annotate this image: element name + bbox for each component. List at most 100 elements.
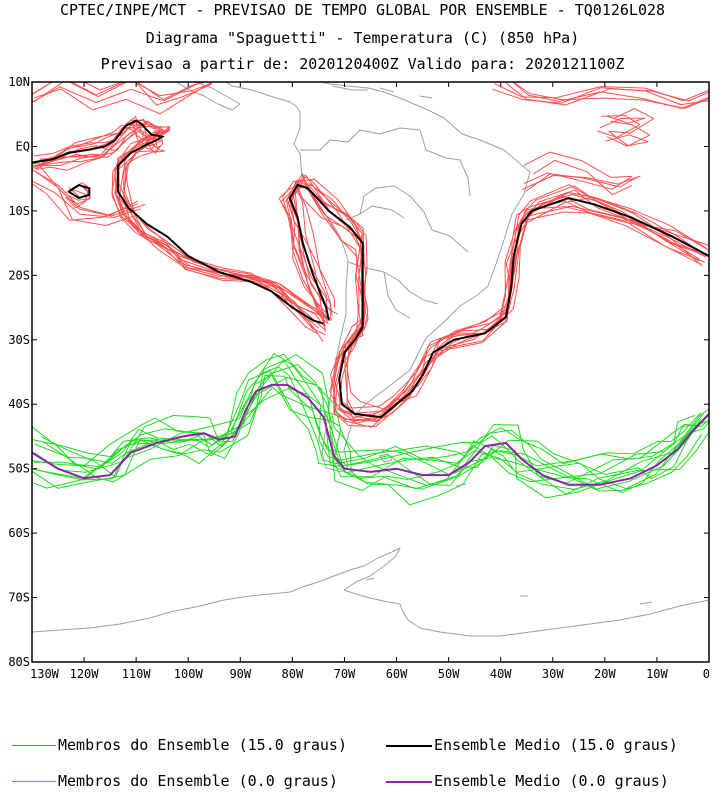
lon-label: 20W	[594, 667, 616, 681]
legend-member-15: Membros do Ensemble (15.0 graus)	[12, 736, 347, 754]
ensemble-member-0deg-line	[32, 386, 709, 499]
lat-label: 80S	[8, 655, 30, 669]
lat-label: 20S	[8, 268, 30, 282]
ensemble-member-15deg-line	[36, 118, 326, 331]
ensemble-member-0deg-line	[32, 353, 701, 467]
map-frame	[31, 81, 710, 663]
ensemble-member-15deg-line	[34, 125, 326, 336]
ensemble-member-15deg-line	[511, 82, 709, 109]
ensemble-mean-0deg-line	[32, 383, 709, 486]
spaghetti-map: 10N EQ 10S 20S 30S 40S 50S 60S 70S 80S 130W 120W 11…	[8, 75, 710, 681]
title-line-2: Diagrama "Spaguetti" - Temperatura (C) (…	[145, 29, 580, 47]
ensemble-member-15deg-line	[525, 173, 639, 192]
legend-label-member-0: Membros do Ensemble (0.0 graus)	[58, 772, 338, 790]
lon-label: 80W	[282, 667, 304, 681]
lon-label: 130W	[30, 667, 60, 681]
falklands	[379, 453, 393, 463]
ensemble-member-15deg-line	[282, 179, 700, 409]
south-america-borders	[300, 127, 471, 319]
lat-label: 60S	[8, 526, 30, 540]
ensemble-member-15deg-line	[35, 129, 332, 320]
legend-mean-15: Ensemble Medio (15.0 graus)	[386, 736, 678, 754]
ensemble-member-0deg-line	[32, 359, 709, 490]
ensemble-member-15deg-line	[33, 82, 214, 115]
ensemble-member-15deg-line	[32, 127, 320, 329]
lon-label: 120W	[70, 667, 100, 681]
ensemble-mean-15deg-blob	[67, 184, 91, 200]
legend-swatch-purple	[386, 780, 432, 783]
ensemble-member-15deg-line	[38, 164, 135, 226]
coastline-layer	[32, 82, 709, 637]
ensemble-member-15deg-line	[494, 83, 709, 102]
legend-swatch-green	[12, 781, 56, 782]
legend-swatch-red	[12, 745, 56, 746]
ensemble-member-15deg-line	[295, 173, 707, 419]
legend-mean-0: Ensemble Medio (0.0 graus)	[386, 772, 669, 790]
antarctic-coast-west	[32, 611, 171, 633]
lat-label: 40S	[8, 397, 30, 411]
axis-ticks	[31, 81, 710, 663]
lon-label: 60W	[386, 667, 408, 681]
title-line-3: Previsao a partir de: 2020120400Z Valido…	[100, 55, 625, 73]
ensemble-member-15deg-line	[288, 184, 706, 427]
title-line-1: CPTEC/INPE/MCT - PREVISAO DE TEMPO GLOBA…	[59, 1, 666, 19]
ensemble-member-15deg-line	[605, 134, 649, 147]
lon-label: 100W	[174, 667, 204, 681]
ensemble-means	[32, 119, 709, 486]
ensemble-member-15deg-line	[533, 159, 632, 196]
legend-label-mean-15: Ensemble Medio (15.0 graus)	[434, 736, 678, 754]
ensemble-member-0deg-line	[33, 374, 709, 495]
ensemble-member-15deg-line	[33, 82, 202, 103]
ensemble-member-15deg-line	[597, 115, 641, 138]
ensemble-member-0deg-line	[40, 376, 709, 480]
latitude-labels: 10N EQ 10S 20S 30S 40S 50S 60S 70S 80S	[8, 75, 30, 669]
lat-label: 10N	[8, 75, 30, 89]
lon-label: 10W	[646, 667, 668, 681]
lon-label: 110W	[122, 667, 152, 681]
ensemble-member-15deg-line	[608, 120, 651, 147]
antarctic-islands	[365, 577, 653, 605]
lon-label: 70W	[334, 667, 356, 681]
lon-label: 30W	[542, 667, 564, 681]
legend-swatch-black	[386, 744, 432, 747]
lon-label: 0	[703, 667, 710, 681]
ensemble-member-15deg-line	[523, 172, 632, 190]
ensemble-member-0deg-line	[32, 366, 701, 483]
ensemble-member-15deg-line	[492, 87, 709, 106]
ensemble-member-15deg-line	[32, 116, 318, 334]
lat-label: 50S	[8, 462, 30, 476]
legend-label-member-15: Membros do Ensemble (15.0 graus)	[58, 736, 347, 754]
ensemble-member-15deg-line	[32, 181, 142, 218]
ensemble-member-15deg-line	[290, 178, 709, 422]
antarctic-peninsula	[169, 547, 709, 637]
lat-label: 30S	[8, 333, 30, 347]
ensemble-member-15deg-line	[32, 168, 139, 216]
ensemble-member-15deg-line	[522, 175, 641, 190]
ensemble-member-15deg-line	[32, 82, 212, 106]
lon-label: 40W	[490, 667, 512, 681]
ensemble-member-15deg-line	[523, 151, 632, 178]
ensemble-member-15deg-line	[292, 180, 709, 422]
south-america-coast	[225, 82, 531, 473]
caribbean-islands	[331, 85, 433, 99]
lat-label: EQ	[16, 139, 30, 153]
lon-label: 90W	[229, 667, 251, 681]
ensemble-member-15deg-line	[36, 123, 329, 320]
ensemble-mean-15deg-south-line	[288, 183, 709, 419]
ensemble-members-0deg	[32, 353, 709, 506]
ensemble-member-15deg-line	[512, 82, 709, 109]
lon-label: 50W	[438, 667, 460, 681]
legend-label-mean-0: Ensemble Medio (0.0 graus)	[434, 772, 669, 790]
ensemble-member-0deg-line	[32, 370, 705, 493]
ensemble-member-15deg-line	[294, 176, 709, 424]
ensemble-member-15deg-line	[32, 82, 213, 97]
ensemble-member-0deg-line	[32, 387, 703, 506]
longitude-labels: 130W 120W 110W 100W 90W 80W 70W 60W 50W 40W 30W 20W…	[30, 667, 710, 681]
ensemble-member-15deg-line	[280, 184, 702, 428]
ensemble-member-15deg-line	[32, 82, 208, 103]
lat-label: 10S	[8, 204, 30, 218]
ensemble-member-15deg-line	[609, 108, 655, 134]
lat-label: 70S	[8, 591, 30, 605]
ensemble-mean-15deg-north-line	[32, 119, 324, 325]
legend-member-0: Membros do Ensemble (0.0 graus)	[12, 772, 338, 790]
